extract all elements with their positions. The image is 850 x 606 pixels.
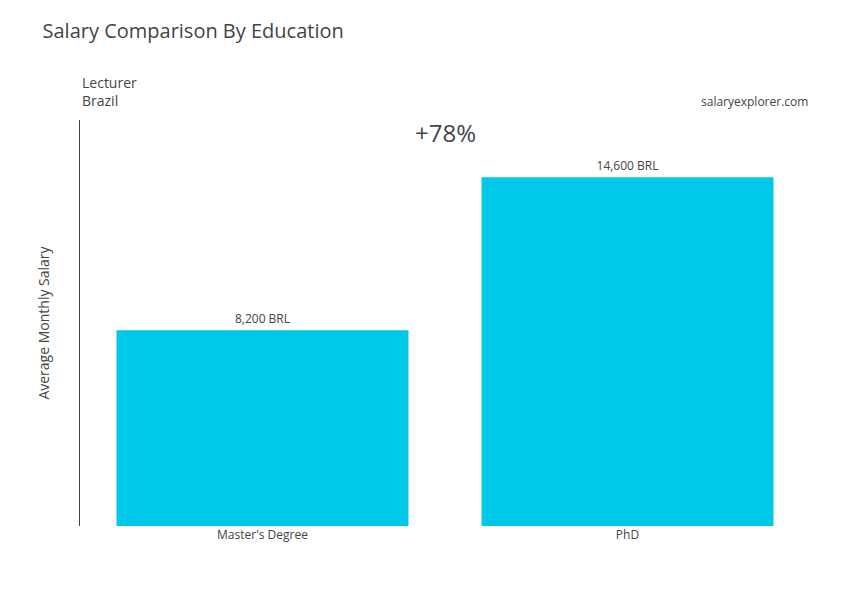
svg-text:PhD: PhD xyxy=(616,526,639,543)
svg-text:salaryexplorer.com: salaryexplorer.com xyxy=(701,93,808,110)
svg-text:+78%: +78% xyxy=(415,116,476,149)
svg-text:Average Monthly Salary: Average Monthly Salary xyxy=(34,245,53,399)
svg-text:Salary Comparison By Education: Salary Comparison By Education xyxy=(43,17,344,44)
svg-text:8,200 BRL: 8,200 BRL xyxy=(235,310,290,327)
svg-text:Master's Degree: Master's Degree xyxy=(217,526,308,543)
svg-text:LecturerBrazil: LecturerBrazil xyxy=(82,73,137,110)
svg-text:14,600 BRL: 14,600 BRL xyxy=(597,157,659,174)
